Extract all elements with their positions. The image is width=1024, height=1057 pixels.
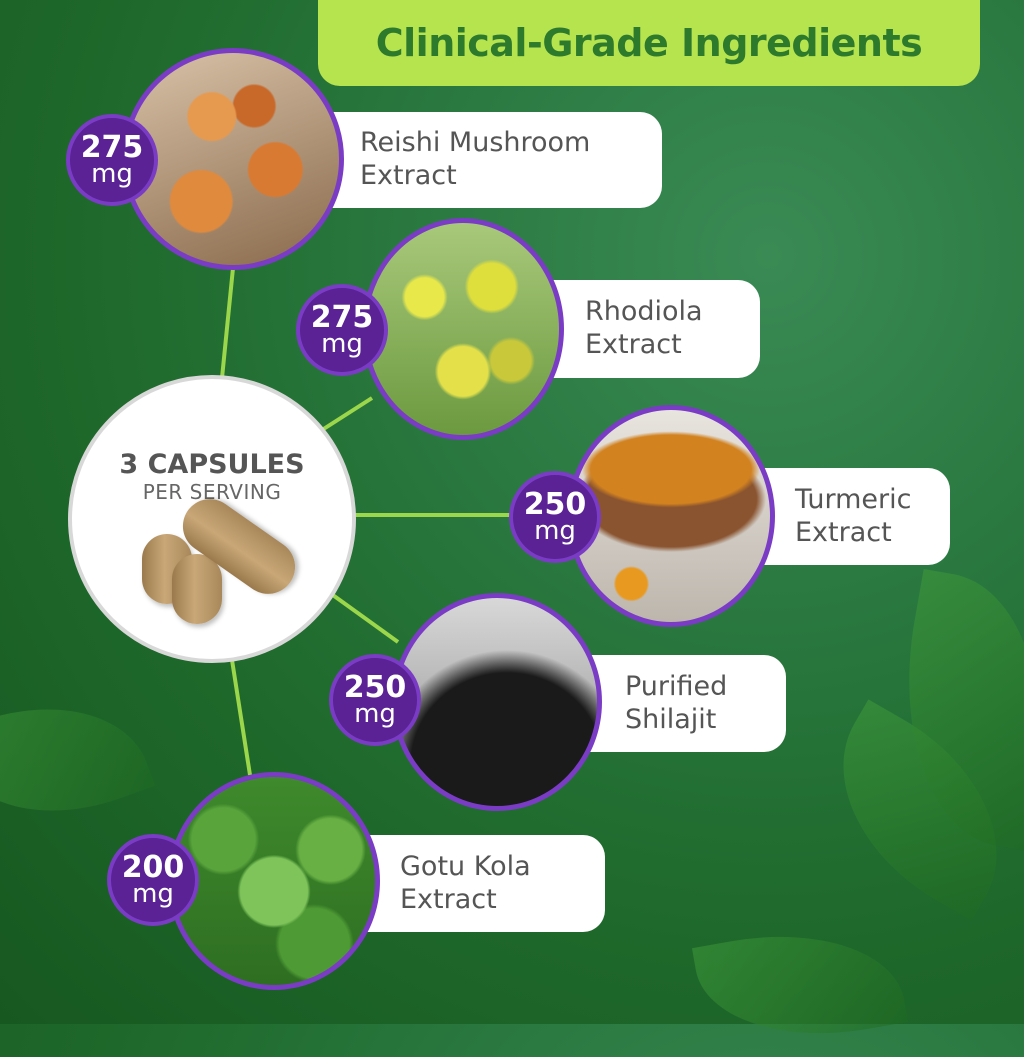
ingredient-name: Turmeric	[795, 483, 912, 515]
dosage-amount: 275	[80, 130, 144, 165]
reishi-mushroom-image	[122, 48, 344, 270]
ingredient-name: Reishi Mushroom	[360, 127, 591, 159]
ingredient-name: Rhodiola	[585, 296, 703, 328]
ingredient-name: Extract	[360, 160, 457, 191]
ingredient-name: Purified	[625, 670, 728, 702]
dosage-unit: mg	[354, 699, 396, 729]
gotu-kola-leaves-image	[168, 772, 380, 990]
connector-gotu-kola	[230, 659, 252, 776]
ingredient-name: Extract	[795, 516, 892, 548]
dosage-badge-rhodiola: 275 mg	[296, 284, 388, 376]
connector-reishi	[220, 267, 235, 379]
serving-circle: 3 CAPSULES PER SERVING	[68, 375, 356, 663]
ingredient-name: Extract	[400, 883, 497, 915]
ingredient-label-rhodiola: Rhodiola Extract	[545, 280, 760, 378]
ingredient-name: Extract	[585, 329, 682, 360]
ingredient-label-gotu-kola: Gotu Kola Extract	[360, 835, 605, 932]
dosage-unit: mg	[321, 329, 363, 359]
dosage-unit: mg	[132, 879, 174, 909]
dosage-amount: 250	[523, 487, 587, 522]
capsule-count: 3 CAPSULES	[119, 449, 305, 480]
ingredient-label-reishi: Reishi Mushroom Extract	[320, 112, 662, 208]
rhodiola-flowers-image	[362, 218, 564, 440]
dosage-unit: mg	[91, 159, 133, 189]
turmeric-powder-image	[567, 405, 775, 627]
dosage-badge-turmeric: 250 mg	[509, 471, 601, 563]
dosage-badge-shilajit: 250 mg	[329, 654, 421, 746]
ingredient-name: Gotu Kola	[400, 850, 531, 882]
ingredient-name: Shilajit	[625, 703, 717, 735]
shilajit-powder-image	[392, 593, 602, 811]
dosage-amount: 275	[310, 300, 374, 335]
dosage-unit: mg	[534, 516, 576, 546]
connector-rhodiola	[320, 396, 374, 432]
page-title: Clinical-Grade Ingredients	[375, 21, 923, 65]
dosage-amount: 250	[343, 670, 407, 705]
dosage-amount: 200	[121, 850, 185, 885]
ingredient-label-turmeric: Turmeric Extract	[755, 468, 950, 565]
connector-shilajit	[328, 591, 400, 644]
title-banner: Clinical-Grade Ingredients	[318, 0, 980, 86]
dosage-badge-reishi: 275 mg	[66, 114, 158, 206]
ingredient-label-shilajit: Purified Shilajit	[585, 655, 786, 752]
capsule-icon	[172, 554, 222, 624]
dosage-badge-gotu-kola: 200 mg	[107, 834, 199, 926]
